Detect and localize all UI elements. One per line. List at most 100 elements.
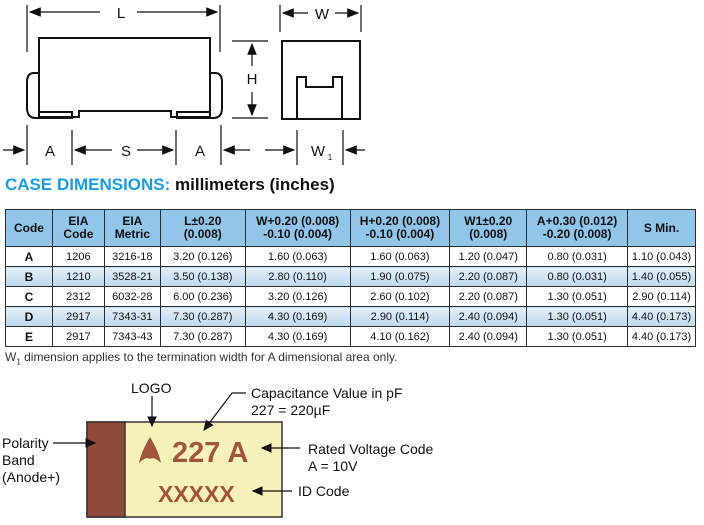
- table-cell: 2.90 (0.114): [627, 286, 696, 307]
- table-row: B 1210 3528-21 3.50 (0.138) 2.80 (0.110) 1.90…: [5, 266, 696, 287]
- id-code-label: ID Code: [298, 483, 350, 499]
- capacitance-label-1: Capacitance Value in pF: [251, 385, 403, 401]
- case-code-cell: C: [5, 286, 53, 307]
- table-cell: 2917: [51, 326, 105, 347]
- table-cell: 1.20 (0.047): [449, 246, 528, 267]
- title-units: millimeters (inches): [170, 175, 335, 194]
- id-code-text: XXXXX: [158, 481, 235, 507]
- column-header: W1±0.20 (0.008): [449, 209, 528, 247]
- table-cell: 0.80 (0.031): [526, 266, 629, 287]
- column-header-line: -0.20 (0.008): [542, 227, 612, 241]
- case-code-cell: D: [5, 306, 53, 327]
- column-header-line: Code: [13, 220, 44, 235]
- table-cell: 3.50 (0.138): [159, 266, 246, 287]
- column-header-line: S Min.: [643, 220, 680, 235]
- table-header-row: Code EIA Code EIA Metric L±0.20 (0.008) W+0.20 …: [5, 209, 696, 247]
- dim-label-S: S: [121, 143, 131, 160]
- table-cell: 3.20 (0.126): [244, 286, 351, 307]
- case-code-cell: A: [5, 246, 53, 267]
- column-header-line: H+0.20 (0.008): [359, 214, 441, 228]
- table-row: C 2312 6032-28 6.00 (0.236) 3.20 (0.126) 2.60…: [5, 286, 696, 307]
- voltage-label-1: Rated Voltage Code: [308, 441, 434, 457]
- case-dimensions-table: Code EIA Code EIA Metric L±0.20 (0.008) W+0.20 …: [5, 209, 696, 347]
- dim-label-H: H: [247, 71, 258, 88]
- polarity-label-1: Polarity: [2, 435, 49, 451]
- capacitor-body: [38, 37, 211, 118]
- table-cell: 1.30 (0.051): [526, 286, 629, 307]
- dim-label-L: L: [117, 5, 125, 22]
- termination-left: [26, 72, 73, 119]
- table-cell: 1206: [51, 246, 105, 267]
- table-cell: 2.20 (0.087): [449, 266, 528, 287]
- polarity-label-2: Band: [2, 452, 35, 468]
- column-header-line: -0.10 (0.004): [365, 227, 435, 241]
- column-header: W+0.20 (0.008) -0.10 (0.004): [244, 209, 351, 247]
- termination-right: [176, 72, 223, 119]
- polarity-band: [86, 421, 126, 518]
- polarity-label-3: (Anode+): [2, 469, 60, 485]
- table-cell: 2312: [51, 286, 105, 307]
- table-cell: 7343-31: [103, 306, 161, 327]
- case-code-cell: B: [5, 266, 53, 287]
- table-cell: 1.60 (0.063): [244, 246, 351, 267]
- section-title: CASE DIMENSIONS: millimeters (inches): [5, 175, 335, 195]
- table-cell: 4.30 (0.169): [244, 326, 351, 347]
- capacitance-label-2: 227 = 220µF: [251, 402, 330, 418]
- dim-label-W1: W: [311, 143, 326, 160]
- table-cell: 2.40 (0.094): [449, 326, 528, 347]
- table-cell: 7.30 (0.287): [159, 306, 246, 327]
- column-header-line: W+0.20 (0.008): [256, 214, 340, 228]
- table-cell: 2.60 (0.102): [349, 286, 451, 307]
- dim-label-W1-sub: 1: [328, 153, 333, 162]
- table-cell: 3.20 (0.126): [159, 246, 246, 267]
- column-header-line: EIA: [68, 214, 89, 228]
- column-header: H+0.20 (0.008) -0.10 (0.004): [349, 209, 451, 247]
- column-header-line: -0.10 (0.004): [263, 227, 332, 241]
- table-cell: 2917: [51, 306, 105, 327]
- column-header: Code: [5, 209, 53, 247]
- logo-label: LOGO: [131, 380, 172, 396]
- footnote: W1 dimension applies to the termination …: [5, 350, 397, 366]
- table-cell: 2.90 (0.114): [349, 306, 451, 327]
- table-cell: 7.30 (0.287): [159, 326, 246, 347]
- case-dimension-drawing: L W H A S A W 1: [3, 5, 365, 165]
- capacitor-side-view: [281, 40, 361, 120]
- dim-label-A-left: A: [45, 143, 55, 160]
- table-cell: 6.00 (0.236): [159, 286, 246, 307]
- dim-label-W: W: [315, 6, 330, 23]
- column-header-line: (0.008): [183, 227, 222, 241]
- table-cell: 1210: [51, 266, 105, 287]
- table-cell: 1.10 (0.043): [627, 246, 696, 267]
- column-header-line: (0.008): [469, 227, 508, 241]
- column-header-line: L±0.20: [184, 214, 222, 228]
- marking-diagram: 227 A XXXXX LOGO Capacitance Value in pF…: [2, 380, 434, 518]
- case-code-cell: E: [5, 326, 53, 347]
- column-header-line: EIA: [122, 214, 143, 228]
- footnote-sub: 1: [16, 357, 21, 367]
- table-cell: 3528-21: [103, 266, 161, 287]
- table-cell: 1.40 (0.055): [627, 266, 696, 287]
- footnote-text: dimension applies to the termination wid…: [20, 350, 398, 364]
- dim-label-A-right: A: [195, 143, 205, 160]
- column-header: L±0.20 (0.008): [159, 209, 246, 247]
- table-cell: 1.30 (0.051): [526, 326, 629, 347]
- table-cell: 2.40 (0.094): [449, 306, 528, 327]
- table-cell: 2.20 (0.087): [449, 286, 528, 307]
- column-header-line: Code: [63, 227, 94, 241]
- column-header: A+0.30 (0.012) -0.20 (0.008): [526, 209, 629, 247]
- logo-icon: [139, 437, 161, 463]
- table-row: E 2917 7343-43 7.30 (0.287) 4.30 (0.169) 4.10…: [5, 326, 696, 347]
- column-header: EIA Metric: [103, 209, 161, 247]
- column-header-line: Metric: [114, 227, 151, 241]
- table-cell: 7343-43: [103, 326, 161, 347]
- table-row: A 1206 3216-18 3.20 (0.126) 1.60 (0.063) 1.60…: [5, 246, 696, 267]
- column-header-line: A+0.30 (0.012): [536, 214, 618, 228]
- table-cell: 1.60 (0.063): [349, 246, 451, 267]
- table-cell: 3216-18: [103, 246, 161, 267]
- column-header: EIA Code: [51, 209, 105, 247]
- table-cell: 4.30 (0.169): [244, 306, 351, 327]
- table-cell: 1.30 (0.051): [526, 306, 629, 327]
- marking-text: 227 A: [172, 437, 248, 469]
- table-cell: 0.80 (0.031): [526, 246, 629, 267]
- table-cell: 4.40 (0.173): [627, 326, 696, 347]
